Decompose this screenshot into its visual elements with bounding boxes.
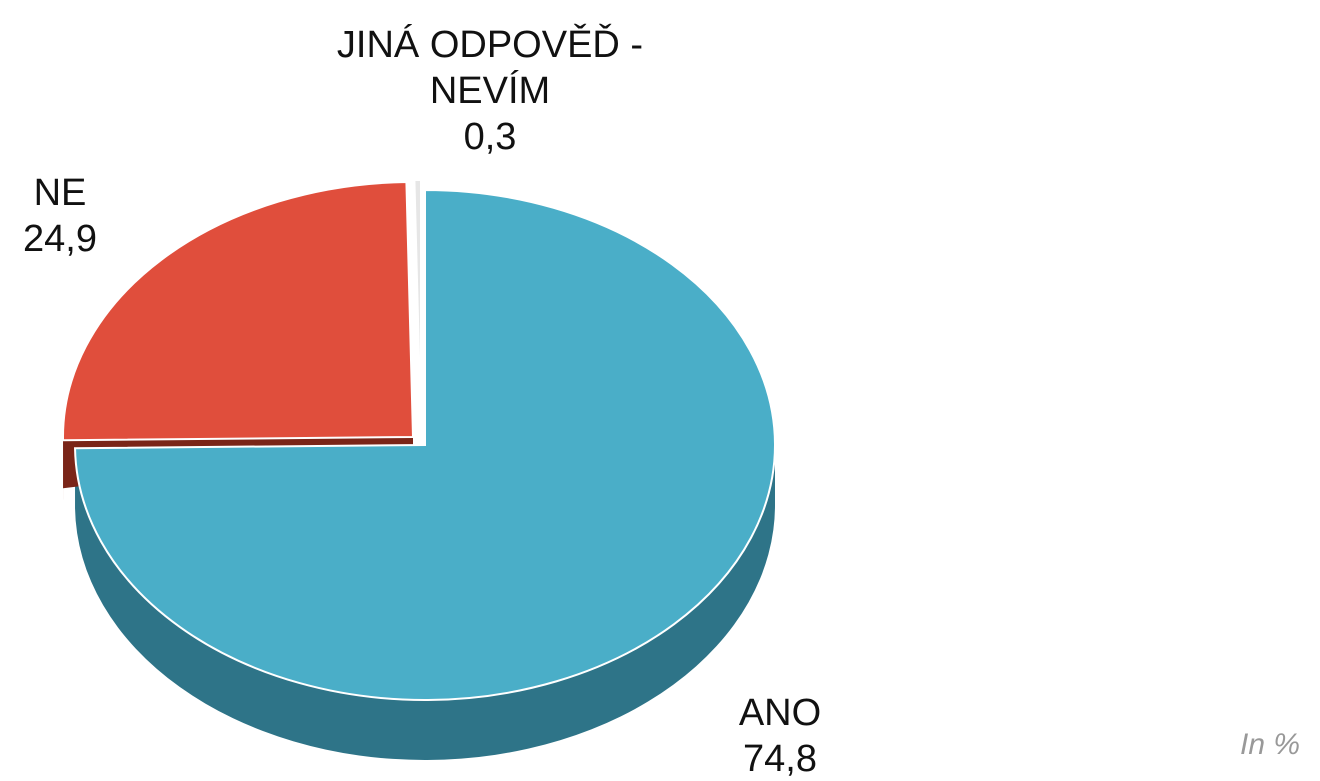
unit-note: In % [1240,728,1301,761]
value-label: 74,8 [743,738,817,780]
slice [413,178,422,436]
value-label: 0,3 [463,116,517,158]
category-label: ANO [738,692,822,734]
slice-side [75,445,775,760]
category-label: JINÁ ODPOVĚĎ - NEVÍM [336,24,644,112]
slice [62,181,415,442]
value-label: 24,9 [23,218,97,260]
category-label: NE [33,172,87,214]
slice [74,188,776,701]
